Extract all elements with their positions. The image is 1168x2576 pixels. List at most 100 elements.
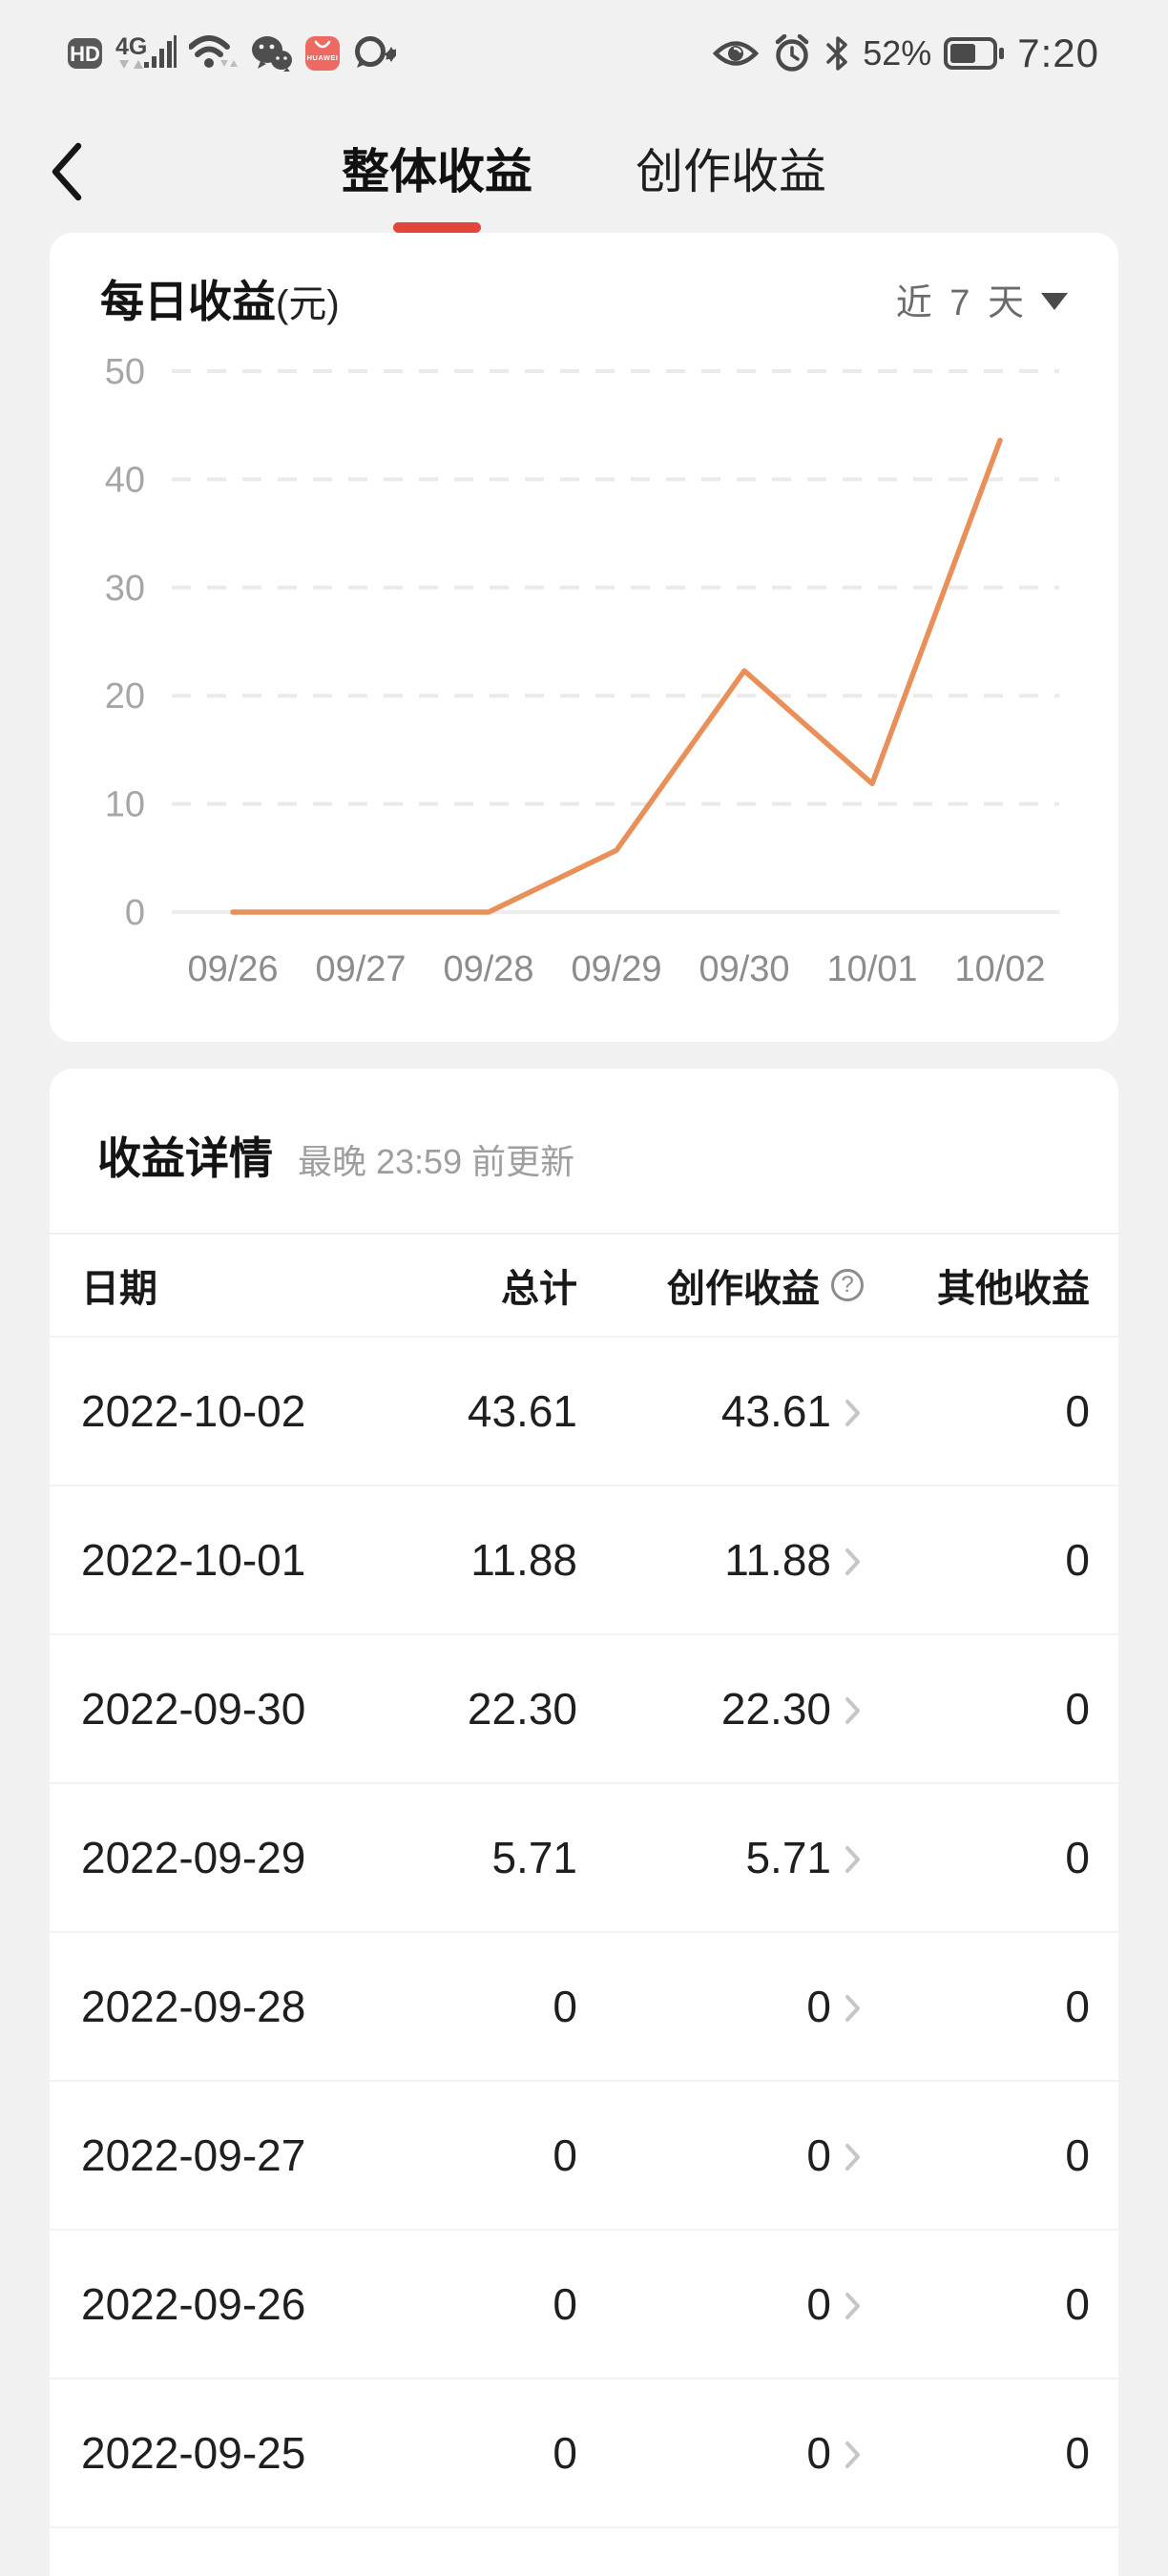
- col-header-other: 其他收益: [937, 1268, 1090, 1310]
- svg-text:HUAWEI: HUAWEI: [307, 53, 339, 62]
- tab-creation-earnings[interactable]: 创作收益: [636, 145, 826, 198]
- chart-title-unit: (元): [276, 283, 340, 325]
- huawei-appgallery-icon: HUAWEI: [305, 36, 340, 71]
- chevron-right-icon: [845, 1697, 860, 1724]
- earnings-details-card: 收益详情 最晚 23:59 前更新 日期 总计 创作收益 ? 其他收益 2022…: [50, 1069, 1118, 2576]
- chevron-left-icon: [52, 142, 82, 201]
- status-bar: HD 4G: [0, 0, 1168, 107]
- cell-creation[interactable]: 0: [577, 1981, 864, 2032]
- range-label: 近 7 天: [895, 283, 1028, 323]
- cell-total: 5.71: [491, 1833, 577, 1882]
- cell-creation[interactable]: 22.30: [577, 1683, 864, 1735]
- chevron-right-icon: [845, 1995, 860, 2022]
- cell-date: 2022-09-25: [81, 2428, 306, 2478]
- active-tab-indicator: [393, 222, 481, 233]
- x-tick-label: 09/29: [571, 949, 661, 989]
- table-row: 2022-10-02 43.61 43.61 0: [50, 1338, 1118, 1486]
- table-row: 2022-09-28 0 0 0: [50, 1933, 1118, 2082]
- x-tick-label: 09/26: [187, 949, 278, 989]
- col-header-creation: 创作收益 ?: [577, 1257, 864, 1313]
- chat-sparkle-icon: [352, 35, 396, 72]
- status-left: HD 4G: [67, 35, 396, 72]
- cell-date: 2022-09-26: [81, 2279, 306, 2329]
- x-tick-label: 09/28: [443, 949, 533, 989]
- x-tick-label: 09/27: [315, 949, 406, 989]
- back-button[interactable]: [48, 141, 94, 202]
- cell-total: 0: [553, 2428, 577, 2478]
- table-header: 日期 总计 创作收益 ? 其他收益: [50, 1235, 1118, 1338]
- cell-other: 0: [1065, 2428, 1090, 2478]
- wifi-icon: [189, 35, 239, 72]
- nav-bar: 整体收益 创作收益: [0, 107, 1168, 233]
- eye-protection-icon: [713, 38, 760, 69]
- help-icon[interactable]: ?: [831, 1269, 864, 1301]
- y-tick-label: 30: [105, 569, 145, 609]
- tab-bar: 整体收益 创作收益: [0, 107, 1168, 233]
- chart-title: 每日收益(元): [100, 277, 340, 326]
- svg-text:HD: HD: [70, 42, 100, 66]
- table-row: 2022-09-25 0 0 0: [50, 2379, 1118, 2528]
- battery-icon: [944, 37, 1005, 70]
- cell-other: 0: [1065, 1982, 1090, 2031]
- chevron-right-icon: [845, 2441, 860, 2468]
- x-tick-label: 09/30: [699, 949, 789, 989]
- status-time: 7:20: [1017, 31, 1099, 75]
- cell-creation[interactable]: 0: [577, 2129, 864, 2181]
- chevron-right-icon: [845, 2144, 860, 2171]
- table-body: 2022-10-02 43.61 43.61 0 2022-10-01 11.8…: [50, 1338, 1118, 2528]
- divider: [50, 1233, 1118, 1235]
- bluetooth-icon: [825, 35, 850, 72]
- cell-total: 0: [553, 1982, 577, 2031]
- chevron-right-icon: [845, 1548, 860, 1575]
- caret-down-icon: [1041, 292, 1068, 310]
- cell-date: 2022-10-02: [81, 1386, 306, 1436]
- alarm-clock-icon: [771, 34, 813, 73]
- range-selector[interactable]: 近 7 天: [896, 273, 1068, 325]
- cell-date: 2022-10-01: [81, 1535, 306, 1585]
- y-tick-label: 20: [105, 676, 145, 717]
- cell-date: 2022-09-30: [81, 1684, 306, 1734]
- cell-creation[interactable]: 0: [577, 2278, 864, 2330]
- cell-other: 0: [1065, 1833, 1090, 1882]
- cell-creation[interactable]: 0: [577, 2427, 864, 2479]
- wechat-icon: [251, 35, 293, 72]
- table-row: 2022-10-01 11.88 11.88 0: [50, 1486, 1118, 1635]
- cell-creation[interactable]: 5.71: [577, 1832, 864, 1883]
- cell-other: 0: [1065, 1386, 1090, 1436]
- cell-date: 2022-09-28: [81, 1982, 306, 2031]
- status-right: 52% 7:20: [713, 31, 1099, 76]
- cell-creation[interactable]: 11.88: [577, 1534, 864, 1586]
- cell-date: 2022-09-27: [81, 2130, 306, 2180]
- col-header-date: 日期: [81, 1268, 157, 1310]
- details-title: 收益详情: [97, 1133, 273, 1183]
- cell-total: 0: [553, 2130, 577, 2180]
- table-row: 2022-09-27 0 0 0: [50, 2082, 1118, 2231]
- chevron-right-icon: [845, 1400, 860, 1426]
- cell-total: 11.88: [470, 1535, 577, 1585]
- col-header-total: 总计: [501, 1268, 577, 1310]
- earnings-line-chart: 0 10 20 30 40 50 09/26 09/27 09/28 09/29 09/30 10/0…: [105, 352, 1059, 989]
- cell-date: 2022-09-29: [81, 1833, 306, 1882]
- tab-overall-earnings[interactable]: 整体收益: [342, 134, 532, 233]
- table-row: 2022-09-30 22.30 22.30 0: [50, 1635, 1118, 1784]
- cell-other: 0: [1065, 1684, 1090, 1734]
- 4g-signal-icon: 4G: [115, 35, 177, 72]
- cell-other: 0: [1065, 1535, 1090, 1585]
- chevron-right-icon: [845, 2293, 860, 2319]
- daily-earnings-card: 每日收益(元) 近 7 天 0 10 20 30 40 50 09/26 09/27 09/28…: [50, 233, 1118, 1042]
- svg-text:4G: 4G: [115, 35, 147, 60]
- hd-icon: HD: [67, 37, 103, 70]
- x-tick-label: 10/01: [826, 949, 917, 989]
- cell-creation[interactable]: 43.61: [577, 1385, 864, 1437]
- table-row: 2022-09-29 5.71 5.71 0: [50, 1784, 1118, 1933]
- cell-other: 0: [1065, 2279, 1090, 2329]
- table-row: 2022-09-26 0 0 0: [50, 2231, 1118, 2379]
- earnings-series-line: [230, 437, 1003, 915]
- cell-total: 0: [553, 2279, 577, 2329]
- y-tick-label: 50: [105, 352, 145, 392]
- y-tick-label: 10: [105, 785, 145, 825]
- chevron-right-icon: [845, 1846, 860, 1873]
- x-tick-label: 10/02: [954, 949, 1045, 989]
- battery-percent: 52%: [863, 33, 932, 73]
